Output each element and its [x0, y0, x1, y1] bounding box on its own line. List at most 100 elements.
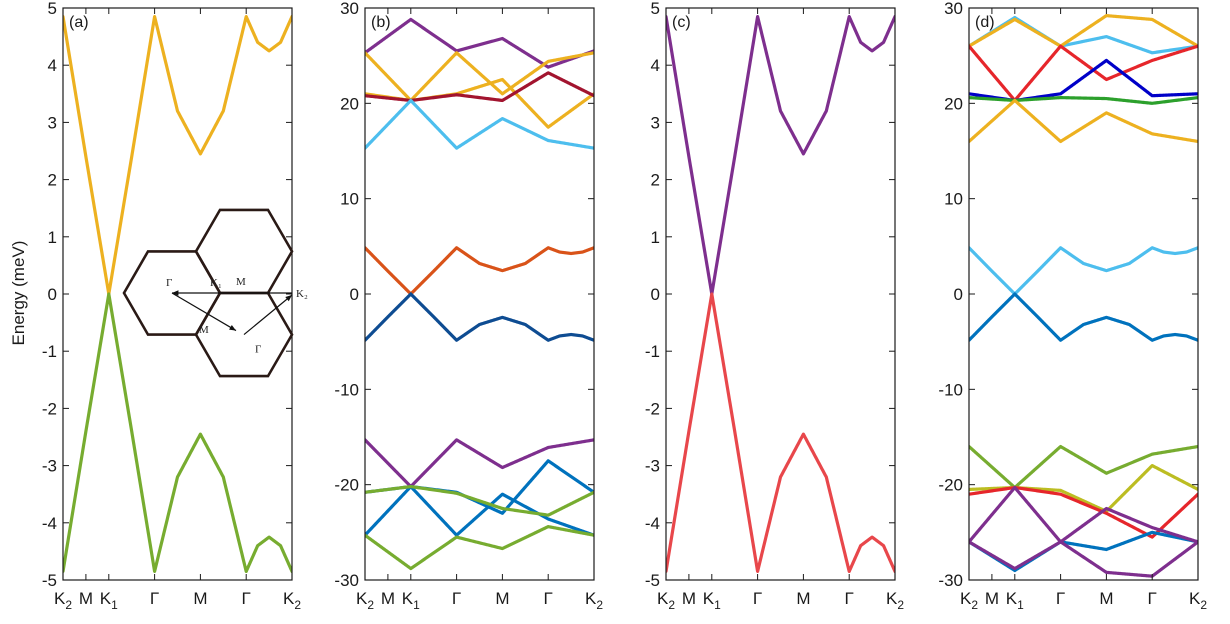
y-tick-label: 10 [944, 190, 963, 209]
series-group [63, 14, 292, 574]
x-tick-label: Γ [544, 589, 553, 608]
panel-label: (c) [672, 14, 691, 31]
inset-label: Γ [166, 277, 172, 289]
y-tick-label: 2 [48, 171, 57, 190]
series-line [365, 71, 594, 103]
x-tick-label: M [381, 589, 395, 608]
y-tick-label: 30 [340, 0, 359, 18]
x-tick-label: K2 [657, 589, 675, 612]
vector-line [171, 292, 237, 332]
series-line [365, 484, 594, 517]
series-line [365, 438, 594, 489]
x-tick-label: K1 [1006, 589, 1024, 612]
series-line [365, 51, 594, 103]
y-tick-label: -10 [938, 380, 963, 399]
arrow-head [229, 324, 236, 331]
series-line [365, 98, 594, 150]
panel-d: -30 -20 -10 0 10 20 30 K2 M K1 Γ M Γ K2 (d) [938, 0, 1207, 612]
y-tick-label: -5 [42, 571, 57, 590]
series-line [969, 485, 1198, 544]
y-tick-label: -10 [334, 380, 359, 399]
series-group [365, 17, 594, 571]
y-tick-label: 20 [944, 94, 963, 113]
vector-line [243, 294, 293, 336]
series-line [969, 58, 1198, 103]
y-tick-label: -4 [42, 514, 57, 533]
y-tick-label: 3 [651, 113, 660, 132]
y-tick-label: 0 [954, 285, 963, 304]
y-tick-label: 10 [340, 190, 359, 209]
y-tick-label: -20 [334, 476, 359, 495]
y-tick-label: -30 [938, 571, 963, 590]
y-tick-label: 1 [48, 228, 57, 247]
panel-label: (a) [69, 14, 89, 31]
y-tick-label: -1 [645, 342, 660, 361]
x-tick-label: M [1099, 589, 1113, 608]
y-tick-label: -1 [42, 342, 57, 361]
y-tick-label: 5 [651, 0, 660, 18]
series-line [969, 540, 1198, 578]
series-line [969, 292, 1198, 342]
x-tick-label: Γ [150, 589, 159, 608]
inset-label: M [199, 324, 209, 336]
series-line [365, 246, 594, 296]
series-line [666, 14, 895, 296]
inset-label: M [236, 276, 246, 288]
x-tick-label: K2 [1189, 589, 1207, 612]
panel-label: (b) [371, 14, 391, 31]
series-line [969, 246, 1198, 296]
arrow-head [172, 290, 179, 296]
y-tick-label: -3 [645, 457, 660, 476]
y-tick-label: -2 [42, 399, 57, 418]
series-line [365, 484, 594, 537]
x-tick-label: K1 [402, 589, 420, 612]
x-tick-label: K1 [100, 589, 118, 612]
inset-label: Γ [255, 344, 261, 356]
brillouin-zone-inset: Γ K₁ M K₂ M Γ [122, 208, 308, 378]
series-line [969, 444, 1198, 490]
series-line [969, 15, 1198, 55]
x-tick-label: M [79, 589, 93, 608]
series-line [969, 44, 1198, 103]
y-tick-label: 1 [651, 228, 660, 247]
series-group [666, 14, 895, 574]
y-tick-label: -20 [938, 476, 963, 495]
x-tick-label: K2 [585, 589, 603, 612]
x-tick-label: M [796, 589, 810, 608]
series-line [969, 96, 1198, 105]
plot-frame [665, 7, 896, 581]
y-tick-label: 3 [48, 113, 57, 132]
series-line [666, 292, 895, 574]
y-tick-label: 30 [944, 0, 963, 18]
y-tick-label: 0 [651, 285, 660, 304]
x-tick-label: K2 [356, 589, 374, 612]
y-tick-label: -5 [645, 571, 660, 590]
x-tick-label: M [193, 589, 207, 608]
x-tick-label: K1 [703, 589, 721, 612]
y-tick-label: -2 [645, 399, 660, 418]
x-tick-label: M [985, 589, 999, 608]
series-group [969, 14, 1198, 578]
x-tick-label: K2 [283, 589, 301, 612]
inset-label: K₂ [296, 288, 308, 300]
x-tick-label: K2 [960, 589, 978, 612]
x-tick-label: M [682, 589, 696, 608]
y-tick-label: 4 [651, 56, 660, 75]
series-line [365, 17, 594, 69]
series-line [969, 98, 1198, 144]
x-tick-label: Γ [1148, 589, 1157, 608]
y-tick-label: -3 [42, 457, 57, 476]
panel-c: -5 -4 -3 -2 -1 0 1 2 3 4 5 K2 M K1 Γ M Γ K2 (c) [645, 0, 904, 612]
panel-b: -30 -20 -10 0 10 20 30 K2 M K1 Γ M Γ K2 (b) [334, 0, 603, 612]
x-tick-label: Γ [242, 589, 251, 608]
plot-frame [364, 7, 595, 581]
series-line [969, 530, 1198, 573]
series-line [63, 292, 292, 574]
x-tick-label: Γ [753, 589, 762, 608]
y-tick-label: -30 [334, 571, 359, 590]
y-tick-label: 2 [651, 171, 660, 190]
y-tick-label: 4 [48, 56, 57, 75]
y-axis-label: Energy (meV) [9, 241, 28, 346]
